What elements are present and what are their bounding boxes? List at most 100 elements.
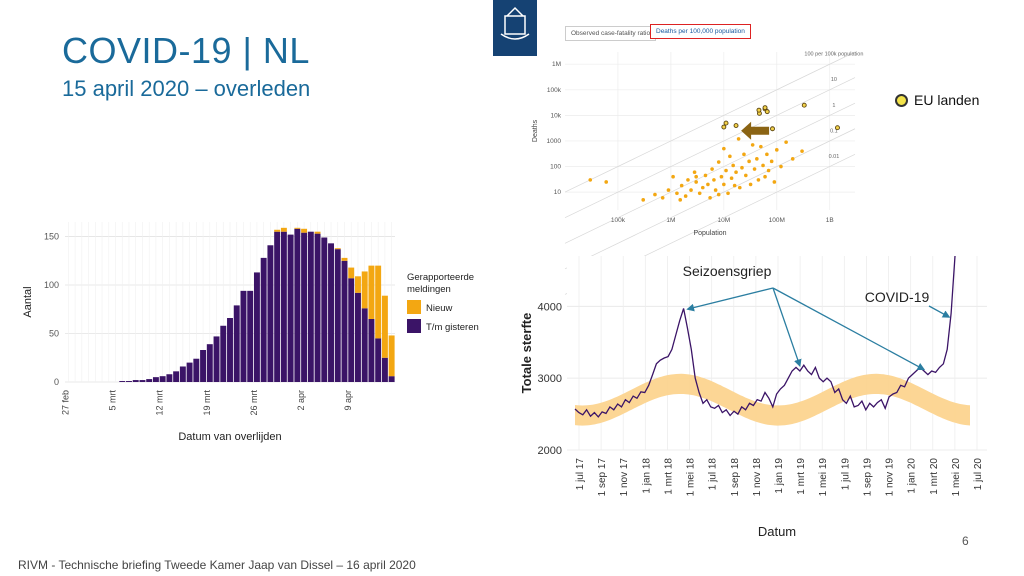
scatter-point <box>747 159 751 164</box>
bar-tm-gisteren <box>206 344 213 382</box>
scatter-point <box>755 157 759 161</box>
bar-tm-gisteren <box>361 308 368 382</box>
scatter-point <box>742 152 746 157</box>
scatter-point <box>675 191 679 196</box>
bar-y-tick: 50 <box>49 329 59 339</box>
scatter-point <box>766 168 771 173</box>
seizoensgriep-arrow <box>772 287 802 368</box>
scatter-eu-point <box>721 124 727 130</box>
line-y-axis-label: Totale sterfte <box>519 313 534 394</box>
scatter-point <box>694 180 698 184</box>
line-x-tick: 1 nov 17 <box>619 458 630 497</box>
scatter-y-tick: 10k <box>551 112 562 119</box>
bar-tm-gisteren <box>368 318 375 382</box>
scatter-point <box>748 182 753 187</box>
scatter-y-axis-label: Deaths <box>532 119 539 142</box>
scatter-point <box>604 180 609 184</box>
line-x-tick: 1 sep 19 <box>862 458 873 497</box>
seizoensgriep-annotation: Seizoensgriep <box>683 263 772 279</box>
scatter-reference-label: 10 <box>831 77 837 83</box>
government-logo <box>493 0 537 56</box>
scatter-point <box>692 170 697 175</box>
scatter-point <box>697 191 702 196</box>
eu-legend: EU landen <box>895 92 979 108</box>
scatter-y-tick: 10 <box>554 189 562 196</box>
line-y-tick: 3000 <box>538 373 562 385</box>
bar-y-tick: 150 <box>44 232 59 242</box>
bar-nieuw <box>361 271 368 309</box>
tab-case-fatality[interactable]: Observed case-fatality ratio <box>565 26 657 41</box>
bar-tm-gisteren <box>314 233 321 382</box>
scatter-x-tick: 1B <box>826 217 834 224</box>
bar-tm-gisteren <box>179 366 186 382</box>
scatter-point <box>719 174 724 179</box>
scatter-x-tick: 100M <box>769 217 785 224</box>
bar-nieuw <box>334 248 341 250</box>
expected-mortality-band <box>575 373 970 426</box>
line-x-tick: 1 mei 19 <box>818 458 829 497</box>
legend-title-line2: meldingen <box>407 284 451 295</box>
line-x-tick: 1 mei 18 <box>686 458 697 497</box>
scatter-y-tick: 100 <box>550 164 561 171</box>
crest-icon <box>500 6 530 40</box>
bar-nieuw <box>341 257 348 261</box>
line-x-tick: 1 jul 20 <box>973 458 984 491</box>
scatter-point <box>710 167 714 171</box>
bar-tm-gisteren <box>139 380 146 382</box>
scatter-point <box>790 157 795 161</box>
bar-nieuw <box>375 265 382 339</box>
bar-y-tick: 100 <box>44 280 59 290</box>
bar-tm-gisteren <box>152 377 159 382</box>
scatter-point <box>678 198 683 202</box>
covid19-annotation: COVID-19 <box>865 289 930 305</box>
deaths-population-scatter: 100k 1M 10M 100M 1B 10 100 1000 10k 100k 1M 100 per… <box>532 52 863 295</box>
scatter-point <box>686 178 690 182</box>
page-number: 6 <box>962 534 969 548</box>
legend-swatch-0 <box>407 300 421 314</box>
bar-x-tick: 5 mrt <box>108 390 118 411</box>
scatter-point <box>763 174 767 179</box>
scatter-point <box>716 192 721 197</box>
scatter-point <box>736 137 741 141</box>
bar-tm-gisteren <box>213 336 220 382</box>
scatter-point <box>700 185 705 190</box>
line-x-tick: 1 mrt 20 <box>929 458 940 495</box>
bar-tm-gisteren <box>119 381 126 382</box>
slide-title: COVID-19 | NL <box>62 30 310 71</box>
line-x-axis-label: Datum <box>758 524 796 539</box>
tab-deaths-per-100k[interactable]: Deaths per 100,000 population <box>650 24 751 39</box>
bar-x-axis-label: Datum van overlijden <box>178 431 281 443</box>
eu-marker-icon <box>895 93 908 107</box>
scatter-point <box>641 198 646 202</box>
scatter-point <box>737 185 742 190</box>
scatter-point <box>750 143 755 147</box>
scatter-point <box>666 188 671 192</box>
scatter-point <box>734 170 738 175</box>
scatter-point <box>716 160 721 164</box>
scatter-eu-point <box>770 126 775 132</box>
scatter-eu-point <box>801 102 807 108</box>
bar-nieuw <box>294 227 301 229</box>
bar-nieuw <box>301 228 308 233</box>
line-y-tick: 2000 <box>538 445 562 457</box>
bar-nieuw <box>388 335 395 377</box>
seizoensgriep-arrow <box>686 287 774 312</box>
bar-tm-gisteren <box>381 357 388 382</box>
bar-tm-gisteren <box>280 231 287 382</box>
scatter-eu-point <box>733 123 739 129</box>
bar-tm-gisteren <box>388 376 395 382</box>
bar-tm-gisteren <box>354 292 361 382</box>
scatter-y-tick: 1M <box>552 61 561 68</box>
bar-tm-gisteren <box>375 338 382 382</box>
scatter-point <box>772 180 777 184</box>
line-x-tick: 1 jul 19 <box>840 458 851 491</box>
scatter-point <box>774 148 779 152</box>
scatter-point <box>706 182 710 187</box>
scatter-point <box>779 164 783 169</box>
scatter-point <box>732 183 737 188</box>
line-y-tick: 4000 <box>538 301 562 313</box>
scatter-netherlands-arrow <box>741 121 770 140</box>
scatter-point <box>731 163 735 168</box>
scatter-reference-line <box>564 77 856 219</box>
bar-tm-gisteren <box>247 290 254 382</box>
